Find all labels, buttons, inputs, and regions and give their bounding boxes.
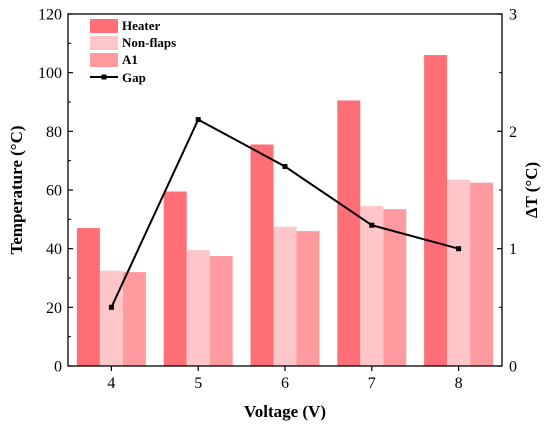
x-tick-label: 6 (281, 375, 289, 392)
bar-heater-5 (163, 191, 187, 366)
bar-a1-4 (122, 272, 146, 366)
gap-point-6 (282, 164, 288, 169)
bar-a1-8 (470, 182, 494, 366)
gap-point-7 (369, 222, 375, 228)
y-tick-label: 40 (46, 241, 62, 258)
y-tick-label: 80 (46, 124, 62, 141)
bar-heater-7 (337, 100, 361, 366)
gap-point-4 (108, 304, 114, 310)
legend-label: A1 (122, 52, 138, 67)
bar-non-flaps-6 (273, 226, 297, 366)
legend-marker-gap (101, 74, 107, 80)
legend: Heater Non-flaps A1 Gap (90, 18, 176, 85)
legend-swatch-a1 (90, 53, 118, 67)
bar-heater-8 (424, 55, 448, 366)
legend-swatch-heater (90, 19, 118, 33)
y-tick-label: 100 (38, 65, 62, 82)
y-right-tick-label: 2 (509, 124, 517, 141)
y-right-tick-label: 0 (509, 359, 517, 376)
y-tick-label: 60 (46, 183, 62, 200)
ticks: 0 20 40 60 80 100 120 0 1 2 3 4 5 6 7 8 (38, 7, 517, 393)
bar-group (76, 55, 494, 366)
x-tick-label: 8 (455, 375, 463, 392)
x-axis-title: Voltage (V) (244, 402, 326, 421)
bar-a1-7 (383, 209, 407, 366)
y-tick-label: 120 (38, 7, 62, 24)
y-axis-title: Temperature (°C) (7, 125, 26, 254)
y-tick-label: 0 (54, 359, 62, 376)
bar-non-flaps-4 (99, 270, 123, 366)
gap-point-8 (456, 246, 462, 252)
bar-heater-4 (76, 228, 100, 366)
y-right-tick-label: 3 (509, 7, 517, 24)
y-tick-label: 20 (46, 300, 62, 317)
y-right-tick-label: 1 (509, 241, 517, 258)
legend-swatch-non-flaps (90, 36, 118, 50)
x-tick-label: 4 (107, 375, 115, 392)
bar-a1-5 (209, 256, 233, 366)
bar-a1-6 (296, 231, 320, 366)
bar-non-flaps-8 (447, 179, 471, 366)
gap-point-5 (195, 117, 201, 123)
x-tick-label: 7 (368, 375, 376, 392)
x-tick-label: 5 (194, 375, 202, 392)
bar-non-flaps-5 (186, 250, 210, 366)
legend-label: Gap (122, 70, 146, 85)
bar-heater-6 (250, 144, 274, 366)
gap-line-group (108, 117, 462, 310)
y-axis-right-title: ΔT (°C) (522, 162, 541, 218)
legend-label: Heater (122, 18, 160, 33)
bar-non-flaps-7 (360, 206, 384, 366)
legend-label: Non-flaps (122, 35, 176, 50)
